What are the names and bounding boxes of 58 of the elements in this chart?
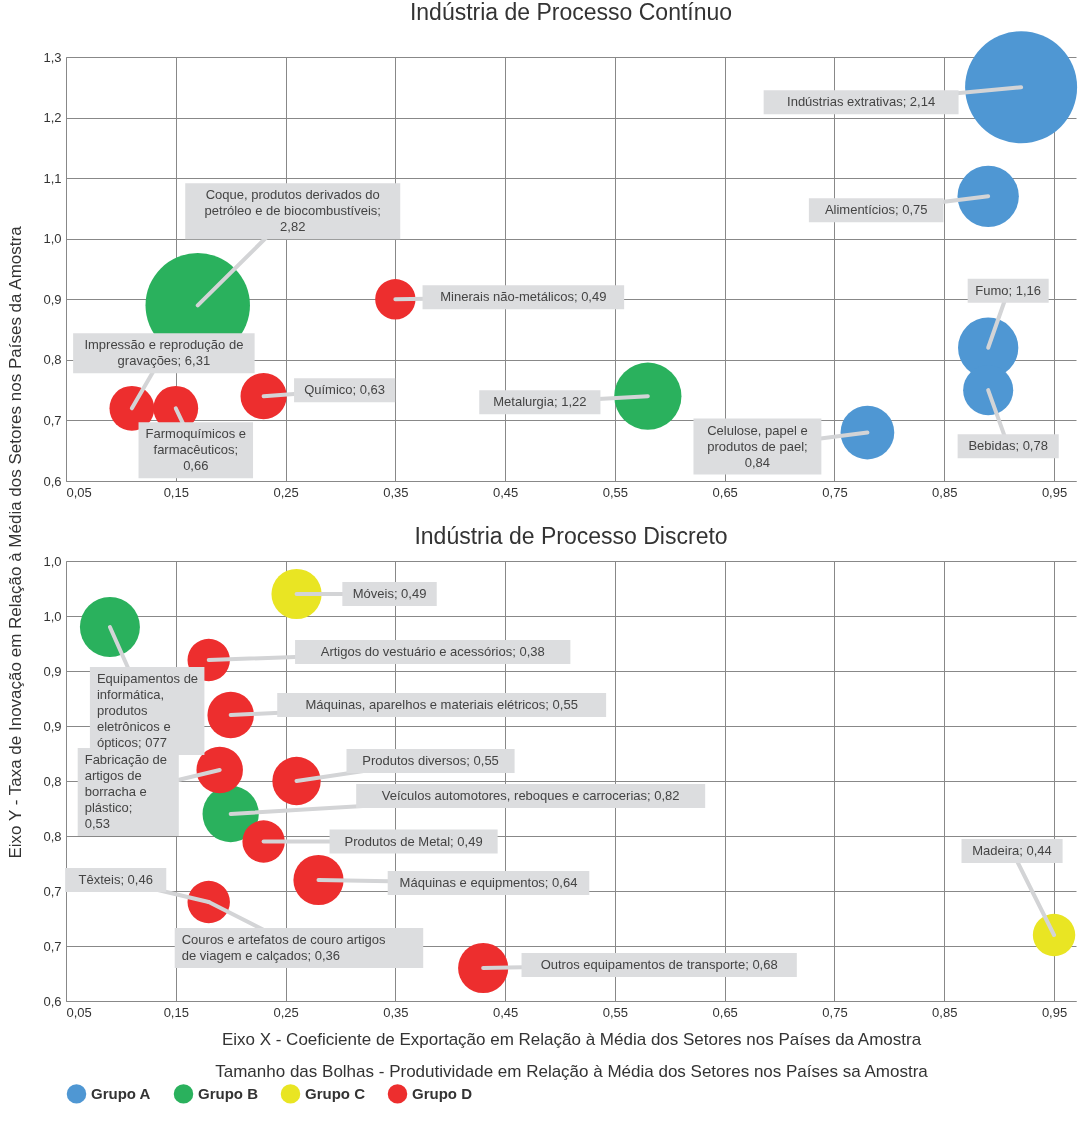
annotation: Equipamentos de informática, produtos eletrônicos e ópticos; 077 bbox=[96, 671, 199, 750]
x-tick-label: 0,85 bbox=[932, 484, 958, 500]
annotation: Têxteis; 0,46 bbox=[78, 872, 153, 887]
x-tick-label: 0,35 bbox=[383, 484, 409, 500]
x-tick-label: 0,95 bbox=[1041, 484, 1068, 500]
y-tick-label: 1,0 bbox=[43, 608, 62, 624]
y-tick-label: 1,1 bbox=[43, 170, 62, 186]
annotation: Madeira; 0,44 bbox=[972, 843, 1052, 858]
legend-label: Grupo B bbox=[198, 1084, 259, 1102]
y-tick-label: 0,7 bbox=[43, 412, 62, 428]
y-tick-label: 0,8 bbox=[43, 773, 62, 789]
annotation: Impressão e reprodução de gravações; 6,31 bbox=[84, 337, 244, 369]
x-tick-label: 0,25 bbox=[273, 484, 299, 500]
annotation: Fumo; 1,16 bbox=[975, 282, 1042, 298]
y-tick-label: 1,3 bbox=[43, 49, 62, 65]
y-tick-label: 0,8 bbox=[43, 352, 62, 368]
y-tick-label: 0,6 bbox=[43, 473, 62, 489]
y-tick-label: 0,7 bbox=[43, 883, 62, 899]
x-tick-label: 0,05 bbox=[66, 484, 92, 500]
y-tick-label: 0,7 bbox=[43, 938, 62, 954]
chart-title: Indústria de Processo Contínuo bbox=[409, 0, 733, 26]
x-tick-label: 0,25 bbox=[273, 1004, 299, 1020]
x-tick-label: 0,05 bbox=[66, 1004, 92, 1020]
x-tick-label: 0,15 bbox=[163, 484, 189, 500]
annotation: Produtos de Metal; 0,49 bbox=[344, 833, 483, 849]
x-tick-label: 0,75 bbox=[822, 1004, 848, 1020]
x-tick-label: 0,65 bbox=[712, 1004, 738, 1020]
chart-title: Indústria de Processo Discreto bbox=[414, 523, 728, 549]
legend-label: Grupo A bbox=[91, 1084, 151, 1102]
y-tick-label: 1,0 bbox=[43, 231, 62, 247]
annotation: Coque, produtos derivados do petróleo e de biocombustíveis; 2,82 bbox=[204, 187, 381, 235]
annotation: Móveis; 0,49 bbox=[352, 586, 427, 601]
y-axis-title: Eixo Y - Taxa de Inovação em Relação à Média dos Setores nos Países da Amostra bbox=[5, 225, 25, 859]
annotation: Celulose, papel e produtos de pael; 0,84 bbox=[707, 422, 808, 470]
x-tick-label: 0,75 bbox=[822, 484, 848, 500]
y-tick-label: 1,0 bbox=[43, 553, 62, 569]
x-tick-label: 0,65 bbox=[712, 484, 738, 500]
y-tick-label: 0,9 bbox=[43, 663, 62, 679]
x-tick-label: 0,45 bbox=[492, 1004, 519, 1020]
legend-label: Grupo D bbox=[412, 1084, 473, 1102]
y-tick-label: 1,2 bbox=[43, 110, 62, 126]
annotation: Couros e artefatos de couro artigos de viagem e calçados; 0,36 bbox=[181, 932, 386, 963]
x-tick-label: 0,85 bbox=[932, 1004, 958, 1020]
annotation: Bebidas; 0,78 bbox=[968, 438, 1048, 454]
x-tick-label: 0,55 bbox=[602, 484, 629, 500]
x-tick-label: 0,45 bbox=[492, 484, 519, 500]
y-tick-label: 0,9 bbox=[43, 718, 62, 734]
y-tick-label: 0,9 bbox=[43, 291, 62, 307]
y-tick-label: 0,6 bbox=[43, 993, 62, 1009]
legend-label: Grupo C bbox=[305, 1084, 366, 1102]
x-tick-label: 0,95 bbox=[1041, 1004, 1068, 1020]
x-tick-label: 0,55 bbox=[602, 1004, 629, 1020]
annotation: Fabricação de artigos de borracha e plástico; 0,53 bbox=[84, 752, 168, 831]
x-tick-label: 0,15 bbox=[163, 1004, 189, 1020]
y-tick-label: 0,8 bbox=[43, 828, 62, 844]
x-tick-label: 0,35 bbox=[383, 1004, 409, 1020]
text: Tamanho das Bolhas - Produtividade em Relação à Média dos Setores nos Países sa Amostra bbox=[215, 1061, 929, 1081]
x-axis-title: Eixo X - Coeficiente de Exportação em Relação à Média dos Setores nos Países da Amostra bbox=[221, 1029, 922, 1049]
